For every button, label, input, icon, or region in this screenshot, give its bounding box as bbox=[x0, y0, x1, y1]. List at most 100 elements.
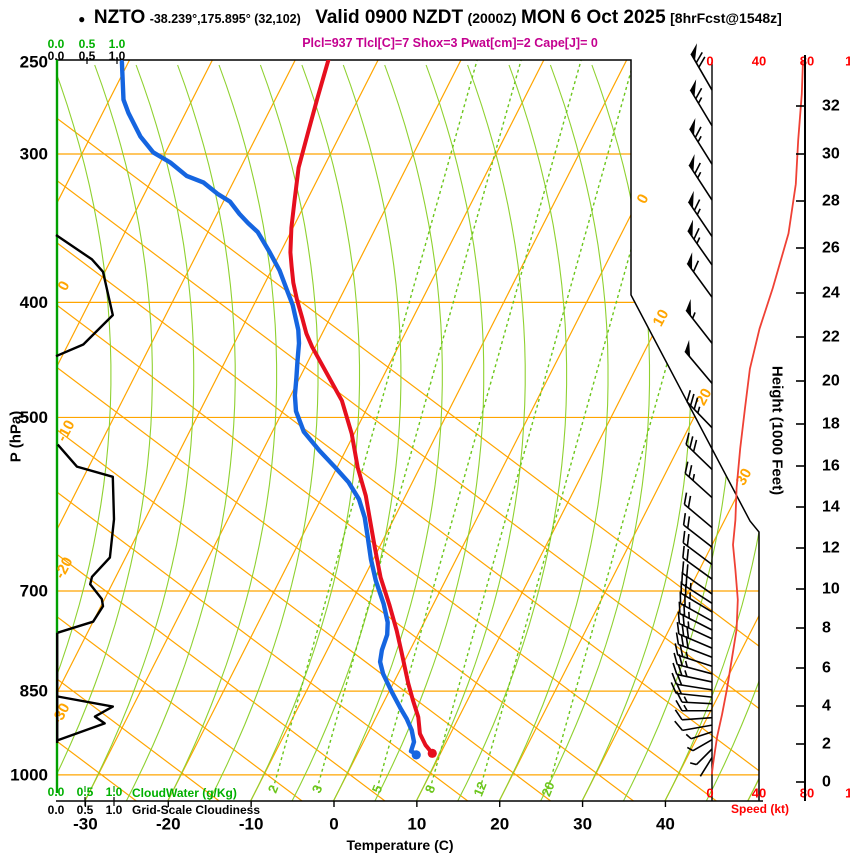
temperature-tick-label: -10 bbox=[239, 815, 264, 834]
wind-barb-full bbox=[677, 663, 683, 676]
isotherm-line bbox=[248, 60, 630, 801]
mixing-ratio-label: 8 bbox=[422, 783, 439, 795]
wind-barb-half bbox=[692, 473, 696, 481]
wind-barb-staff bbox=[690, 731, 713, 740]
wind-barb-full bbox=[671, 672, 678, 685]
height-tick-label: 10 bbox=[822, 581, 840, 598]
moist-adiabat-line bbox=[455, 64, 568, 801]
height-tick-label: 0 bbox=[822, 774, 831, 791]
wind-barb-full bbox=[686, 626, 690, 639]
isotherm-inline-label: 0 bbox=[634, 191, 653, 206]
height-tick-label: 20 bbox=[822, 373, 840, 390]
mixing-ratio-line bbox=[272, 60, 479, 790]
moist-adiabat-line bbox=[413, 64, 526, 801]
wind-barb bbox=[671, 672, 713, 691]
wind-barb-full bbox=[682, 530, 686, 543]
isotherm-line bbox=[579, 60, 759, 801]
wind-barb-half bbox=[687, 621, 690, 629]
wind-barb bbox=[682, 513, 713, 548]
dry-adiabat-line bbox=[56, 60, 723, 801]
temperature-tick-label: -20 bbox=[156, 815, 181, 834]
wind-barb bbox=[680, 581, 713, 613]
wind-barb-full bbox=[686, 548, 690, 562]
cloudiness-scale-top-label: 1.0 bbox=[109, 49, 126, 63]
wind-barb-staff bbox=[676, 692, 713, 698]
wind-barb-staff bbox=[683, 524, 713, 548]
wind-barb bbox=[674, 643, 713, 668]
dry-adiabat-line bbox=[56, 60, 474, 801]
wind-barb-full bbox=[674, 643, 679, 656]
wind-barb-full bbox=[686, 516, 691, 529]
wind-barb-full bbox=[685, 636, 689, 649]
pressure-tick-label: 300 bbox=[20, 145, 48, 164]
temperature-tick-label: 40 bbox=[656, 815, 675, 834]
isotherm-line bbox=[56, 60, 382, 801]
isotherm-line bbox=[496, 60, 759, 801]
wind-barb-staff bbox=[692, 739, 713, 752]
wind-barb-staff bbox=[677, 663, 713, 675]
wind-barb-staff bbox=[682, 724, 713, 732]
wind-barb-staff bbox=[684, 472, 713, 499]
moist-adiabat-line bbox=[165, 64, 278, 801]
wind-barb-flag bbox=[691, 43, 697, 61]
wind-barb-full bbox=[684, 461, 689, 474]
dewpoint-surface-dot bbox=[411, 750, 421, 760]
isotherm-line bbox=[82, 60, 465, 801]
wind-barb-half bbox=[684, 660, 689, 668]
speed-profile-curve bbox=[710, 59, 804, 775]
isotherm-line bbox=[56, 60, 216, 801]
wind-barb-full bbox=[683, 603, 686, 617]
station-coords: -38.239°,175.895° (32,102) bbox=[149, 12, 301, 26]
wind-barb-staff bbox=[688, 164, 713, 201]
dry-adiabat-line bbox=[56, 60, 391, 801]
wind-barb-full bbox=[676, 622, 680, 635]
cloudwater-scale-bottom-label: 0.0 bbox=[48, 785, 65, 799]
dry-adiabat-line bbox=[56, 60, 759, 801]
wind-barb bbox=[677, 611, 713, 640]
speed-tick-label-top: 0 bbox=[706, 54, 713, 69]
isotherm-inline-label: -30 bbox=[48, 700, 73, 727]
pressure-tick-label: 400 bbox=[20, 293, 48, 312]
wind-barb bbox=[684, 339, 713, 384]
wind-barb bbox=[682, 545, 713, 580]
wind-barb-half bbox=[683, 696, 688, 703]
wind-barb bbox=[686, 739, 713, 752]
wind-barb-staff bbox=[678, 633, 713, 649]
wind-barb-full bbox=[681, 624, 685, 637]
wind-barb-staff bbox=[690, 53, 713, 91]
isotherm-line bbox=[662, 60, 759, 801]
wind-barb-half bbox=[685, 733, 692, 740]
wind-barb-full bbox=[674, 720, 684, 731]
wind-barb bbox=[685, 432, 713, 470]
speed-tick-label-top: 40 bbox=[752, 54, 766, 69]
wind-barb-half bbox=[686, 746, 694, 752]
wind-barb bbox=[672, 662, 713, 683]
wind-barb bbox=[683, 492, 713, 529]
wind-barb-half bbox=[684, 670, 688, 677]
speed-tick-label-bottom: 120 bbox=[845, 786, 850, 801]
wind-barb bbox=[689, 118, 713, 165]
wind-barb-full bbox=[685, 432, 690, 445]
wind-barb-full bbox=[680, 634, 685, 647]
wind-barb bbox=[678, 601, 713, 631]
valid-time: Valid 0900 NZDT bbox=[315, 7, 464, 28]
cloudiness-profile bbox=[55, 234, 115, 358]
speed-tick-label-bottom: 40 bbox=[752, 786, 766, 801]
moist-adiabat-line bbox=[538, 64, 651, 801]
wind-barb-full bbox=[695, 51, 703, 64]
wind-barb-flag bbox=[689, 118, 696, 136]
wind-barb-staff bbox=[682, 716, 713, 721]
height-tick-label: 6 bbox=[822, 660, 831, 677]
wind-barb-half bbox=[683, 704, 688, 712]
wind-barb-staff bbox=[699, 757, 713, 777]
height-tick-label: 30 bbox=[822, 146, 840, 163]
wind-barb-staff bbox=[676, 673, 713, 683]
pressure-tick-label: 700 bbox=[20, 581, 48, 600]
wind-barb-full bbox=[675, 691, 683, 703]
wind-barb-staff bbox=[679, 622, 713, 640]
chart-title: ● NZTO -38.239°,175.895° (32,102) Valid … bbox=[30, 7, 830, 29]
wind-barb-full bbox=[675, 682, 683, 695]
temperature-tick-label: 30 bbox=[573, 815, 592, 834]
